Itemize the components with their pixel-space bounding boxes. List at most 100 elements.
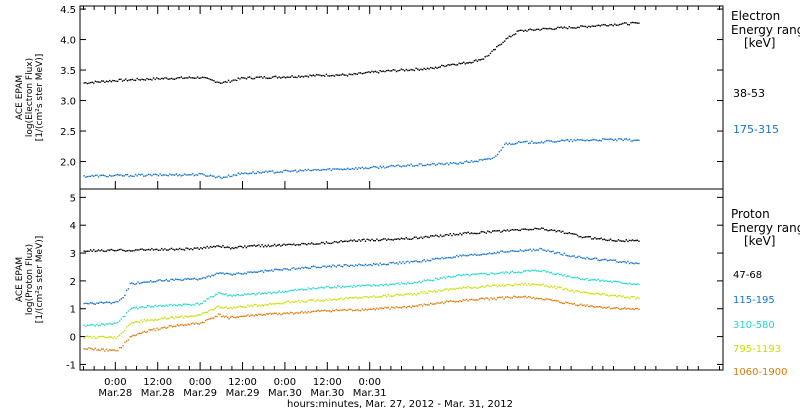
data-point — [342, 169, 344, 171]
data-point — [491, 157, 493, 159]
data-point — [571, 140, 574, 143]
data-point — [501, 250, 504, 252]
data-point — [97, 81, 100, 83]
data-point — [480, 297, 482, 299]
data-point — [115, 322, 117, 324]
data-point — [597, 140, 599, 142]
data-point — [492, 230, 494, 232]
data-point — [141, 78, 143, 80]
data-point — [118, 248, 120, 251]
data-point — [452, 300, 455, 302]
data-point — [461, 255, 463, 257]
data-point — [83, 250, 85, 252]
data-point — [573, 303, 575, 305]
data-point — [149, 78, 151, 81]
data-point — [245, 78, 248, 80]
data-point — [126, 173, 129, 176]
data-point — [206, 77, 208, 79]
data-point — [324, 75, 326, 77]
data-point — [443, 302, 445, 305]
data-point — [603, 138, 606, 140]
data-point — [306, 312, 308, 314]
data-point — [196, 76, 199, 78]
data-point — [549, 229, 551, 232]
data-point — [187, 323, 189, 325]
data-point — [217, 291, 220, 294]
data-point — [337, 309, 339, 312]
data-point — [314, 310, 316, 312]
data-point — [454, 234, 456, 236]
data-point — [250, 172, 253, 174]
data-point — [555, 27, 557, 30]
data-point — [324, 300, 326, 302]
data-point — [253, 315, 255, 317]
data-point — [602, 138, 604, 140]
data-point — [505, 38, 507, 40]
data-point — [602, 307, 604, 309]
data-point — [519, 284, 522, 286]
data-point — [413, 69, 416, 72]
data-point — [181, 279, 183, 282]
data-point — [392, 69, 394, 71]
data-point — [508, 283, 510, 285]
data-point — [200, 314, 202, 316]
data-point — [206, 245, 208, 248]
data-point — [568, 255, 570, 257]
data-point — [508, 296, 510, 299]
data-point — [625, 282, 627, 285]
data-point — [479, 232, 481, 234]
data-point — [221, 177, 223, 179]
data-point — [531, 283, 533, 286]
data-point — [307, 242, 310, 245]
data-point — [109, 335, 111, 338]
data-point — [464, 299, 466, 301]
data-point — [616, 261, 618, 263]
data-point — [359, 310, 362, 312]
data-point — [327, 242, 329, 244]
data-point — [311, 288, 313, 290]
data-point — [482, 273, 484, 275]
data-point — [289, 289, 292, 292]
data-point — [85, 336, 87, 338]
data-point — [363, 167, 365, 170]
data-point — [433, 258, 435, 260]
data-point — [214, 315, 216, 318]
data-point — [338, 285, 341, 287]
data-point — [338, 241, 341, 243]
data-point — [434, 66, 437, 68]
data-point — [452, 275, 455, 278]
x-tick-label: 12:00 — [228, 377, 257, 388]
data-point — [141, 173, 143, 175]
data-point — [402, 294, 404, 297]
data-point — [236, 247, 238, 249]
data-point — [575, 27, 577, 29]
data-point — [602, 293, 604, 295]
data-point — [175, 304, 177, 307]
data-point — [400, 166, 403, 168]
data-point — [311, 242, 313, 244]
data-point — [165, 77, 168, 79]
data-point — [501, 283, 504, 286]
data-point — [324, 243, 326, 245]
data-point — [487, 297, 489, 300]
data-point — [622, 308, 624, 310]
data-point — [113, 80, 116, 82]
data-point — [273, 312, 276, 314]
data-point — [595, 279, 598, 281]
data-point — [153, 281, 155, 283]
data-point — [94, 250, 97, 253]
data-point — [311, 266, 313, 268]
data-point — [408, 238, 411, 240]
data-point — [175, 248, 178, 250]
data-point — [271, 170, 274, 172]
data-point — [133, 249, 135, 252]
data-point — [459, 287, 461, 289]
data-point — [603, 293, 606, 295]
x-tick-date: Mar.30 — [268, 388, 302, 399]
data-point — [363, 238, 365, 240]
data-point — [127, 288, 130, 290]
data-point — [369, 295, 372, 298]
data-point — [261, 304, 263, 306]
data-point — [286, 76, 288, 78]
data-point — [575, 290, 577, 292]
